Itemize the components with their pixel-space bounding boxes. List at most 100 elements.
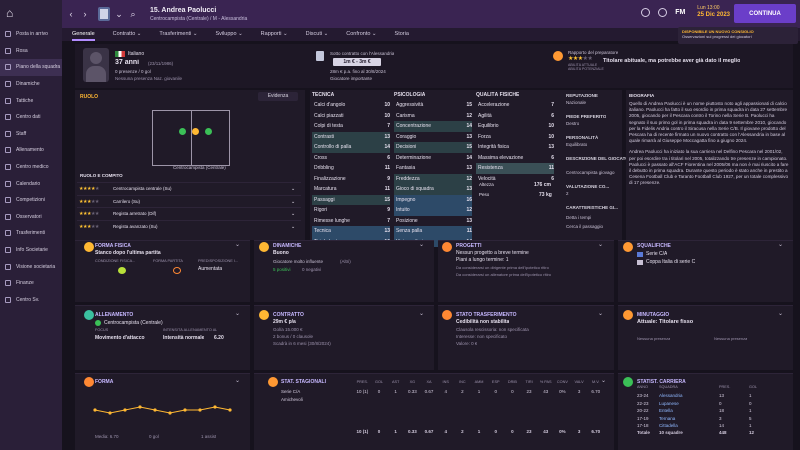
stats-col-header[interactable]: PRES.: [356, 380, 369, 384]
career-row[interactable]: 20-22 Entella 18 1: [637, 407, 787, 415]
stats-col-header[interactable]: AMM: [474, 380, 484, 384]
stats-col-header[interactable]: INS: [442, 380, 449, 384]
settings-icon[interactable]: [658, 7, 668, 17]
career-row[interactable]: 17-18 Cittadella 14 1: [637, 422, 787, 430]
sidebar-item[interactable]: Centro medico: [0, 159, 62, 176]
form-point[interactable]: [123, 408, 127, 412]
career-col-header[interactable]: SQUADRA: [659, 385, 678, 389]
chevron-down-icon[interactable]: ⌄: [235, 242, 241, 248]
role-row[interactable]: ★★★★★ Regista avanzato (Su) ⌄: [77, 219, 301, 233]
career-row[interactable]: 22-23 Lupanese 0 0: [637, 400, 787, 408]
form-card[interactable]: FORMA Media: 6.70 0 gol 1 assist ⌄: [75, 373, 250, 450]
tab[interactable]: Generale: [72, 28, 95, 41]
fitness-card[interactable]: FORMA FISICA Stanco dopo l'ultima partit…: [75, 240, 250, 302]
stats-row[interactable]: Amichevoli: [281, 396, 604, 404]
tab[interactable]: Contratto ⌄: [112, 31, 142, 37]
chevron-down-icon[interactable]: ⌄: [778, 311, 784, 317]
chevron-down-icon[interactable]: ⌄: [235, 311, 241, 317]
notification-popup[interactable]: DISPONIBILE UN NUOVO CONSIGLIO Osservazi…: [678, 27, 798, 44]
career-stats-card[interactable]: STATIST. CARRIERA ANNO SQUADRA PRES. GOL 23…: [618, 373, 793, 450]
help-icon[interactable]: [641, 7, 651, 17]
season-stats-card[interactable]: STAT. STAGIONALI PRES. GOL AST XG XA INS INC AM…: [254, 373, 614, 450]
form-point[interactable]: [108, 411, 112, 415]
chevron-down-icon[interactable]: ⌄: [291, 198, 296, 205]
chevron-down-icon[interactable]: ⌄: [598, 242, 604, 248]
sidebar-item[interactable]: Piano della squadra: [0, 59, 62, 76]
chevron-down-icon[interactable]: ⌄: [291, 186, 296, 192]
stats-col-header[interactable]: DRIB: [507, 380, 517, 384]
tab[interactable]: Storia: [394, 31, 409, 37]
stats-col-header[interactable]: VALV: [574, 380, 584, 384]
career-col-header[interactable]: ANNO: [637, 385, 648, 389]
contract-card[interactable]: CONTRATTO 29m € p/a Gol/a 15.000 € 2 bon…: [254, 305, 434, 370]
stats-col-header[interactable]: CONV: [556, 380, 568, 384]
sidebar-item[interactable]: Staff: [0, 126, 62, 143]
tab[interactable]: Sviluppo ⌄: [215, 31, 243, 37]
training-card[interactable]: ALLENAMENTO Centrocampista (Centrale) FO…: [75, 305, 250, 370]
career-col-header[interactable]: PRES.: [719, 385, 731, 389]
playing-time-card[interactable]: MINUTAGGIO Attuale: Titolare fisso Nessu…: [618, 305, 793, 370]
dynamics-card[interactable]: DINAMICHE Buono Giocatore molto influent…: [254, 240, 434, 302]
stats-col-header[interactable]: XA: [426, 380, 432, 384]
stats-col-header[interactable]: INC: [459, 380, 466, 384]
stats-row[interactable]: Serie C/A 10 (1) 0 1 0.33 0.67 4 2 1 0 0 23 43 0% 3 6.7…: [281, 388, 604, 396]
tab[interactable]: Confronto ⌄: [346, 31, 377, 37]
fm-logo[interactable]: FM: [675, 8, 686, 16]
chevron-down-icon[interactable]: ⌄: [235, 378, 241, 384]
form-point[interactable]: [213, 405, 217, 409]
form-point[interactable]: [138, 405, 142, 409]
tab[interactable]: Discuti ⌄: [305, 31, 329, 37]
form-point[interactable]: [93, 408, 97, 412]
stats-col-header[interactable]: % PAS: [539, 380, 552, 384]
continue-button[interactable]: CONTINUA: [734, 4, 796, 23]
sidebar-item[interactable]: Visione societaria: [0, 258, 62, 275]
stats-col-header[interactable]: XG: [409, 380, 416, 384]
tab[interactable]: Trasferimenti ⌄: [159, 31, 198, 37]
chevron-down-icon[interactable]: ⌄: [291, 223, 296, 230]
sidebar-item[interactable]: Trasferimenti: [0, 225, 62, 242]
sidebar-item[interactable]: Info Societarie: [0, 242, 62, 259]
form-point[interactable]: [153, 408, 157, 412]
career-col-header[interactable]: GOL: [749, 385, 758, 389]
stats-col-header[interactable]: TIRI: [525, 380, 533, 384]
home-icon[interactable]: ⌂: [6, 6, 14, 20]
tab[interactable]: Rapporti ⌄: [260, 31, 288, 37]
career-row[interactable]: 17-19 Ternana 3 5: [637, 415, 787, 423]
form-point[interactable]: [183, 408, 187, 412]
role-row[interactable]: ★★★★★ Centrocampista centrale (Su) ⌄: [77, 182, 301, 195]
chevron-down-icon[interactable]: ⌄: [598, 311, 604, 317]
form-point[interactable]: [228, 408, 232, 412]
stats-col-header[interactable]: AST: [391, 380, 400, 384]
transfer-status-card[interactable]: STATO TRASFERIMENTO Cedibilità non stabi…: [438, 305, 614, 370]
role-row[interactable]: ★★★★★ Carrilero (Su) ⌄: [77, 194, 301, 208]
form-point[interactable]: [198, 408, 202, 412]
sidebar-item[interactable]: Allenamento: [0, 142, 62, 159]
chevron-down-icon[interactable]: ⌄: [291, 211, 296, 217]
stats-col-header[interactable]: GOL: [374, 380, 384, 384]
form-point[interactable]: [168, 411, 172, 415]
projects-card[interactable]: PROGETTI Nessun progetto a breve termine…: [438, 240, 614, 302]
menu-icon[interactable]: ⌄: [115, 9, 123, 19]
search-icon[interactable]: ⌕: [130, 9, 136, 19]
back-icon[interactable]: ‹: [69, 9, 73, 19]
sidebar-item[interactable]: Calendario: [0, 175, 62, 192]
club-badge[interactable]: [98, 7, 110, 21]
highlight-dropdown[interactable]: Evidenza: [258, 92, 298, 101]
chevron-down-icon[interactable]: ⌄: [419, 242, 425, 248]
chevron-down-icon[interactable]: ⌄: [601, 378, 607, 384]
stats-col-header[interactable]: ESP: [491, 380, 500, 384]
chevron-down-icon[interactable]: ⌄: [778, 242, 784, 248]
sidebar-item[interactable]: Rosa: [0, 43, 62, 60]
sidebar-item[interactable]: Centro Sv.: [0, 292, 62, 309]
chevron-down-icon[interactable]: ⌄: [419, 311, 425, 317]
role-row[interactable]: ★★★★★ Regista arretrato (Dif) ⌄: [77, 207, 301, 220]
stats-col-header[interactable]: M.V.: [592, 380, 600, 384]
suspensions-card[interactable]: SQUALIFICHE Serie C/A Coppa Italia di se…: [618, 240, 793, 302]
sidebar-item[interactable]: Competizioni: [0, 192, 62, 209]
forward-icon[interactable]: ›: [83, 9, 87, 19]
sidebar-item[interactable]: Finanze: [0, 275, 62, 292]
career-row[interactable]: 23-24 Alessandria 13 1: [637, 392, 787, 400]
sidebar-item[interactable]: Dinamiche: [0, 76, 62, 93]
sidebar-item[interactable]: Posta in arrivo: [0, 26, 62, 43]
sidebar-item[interactable]: Tattiche: [0, 92, 62, 109]
